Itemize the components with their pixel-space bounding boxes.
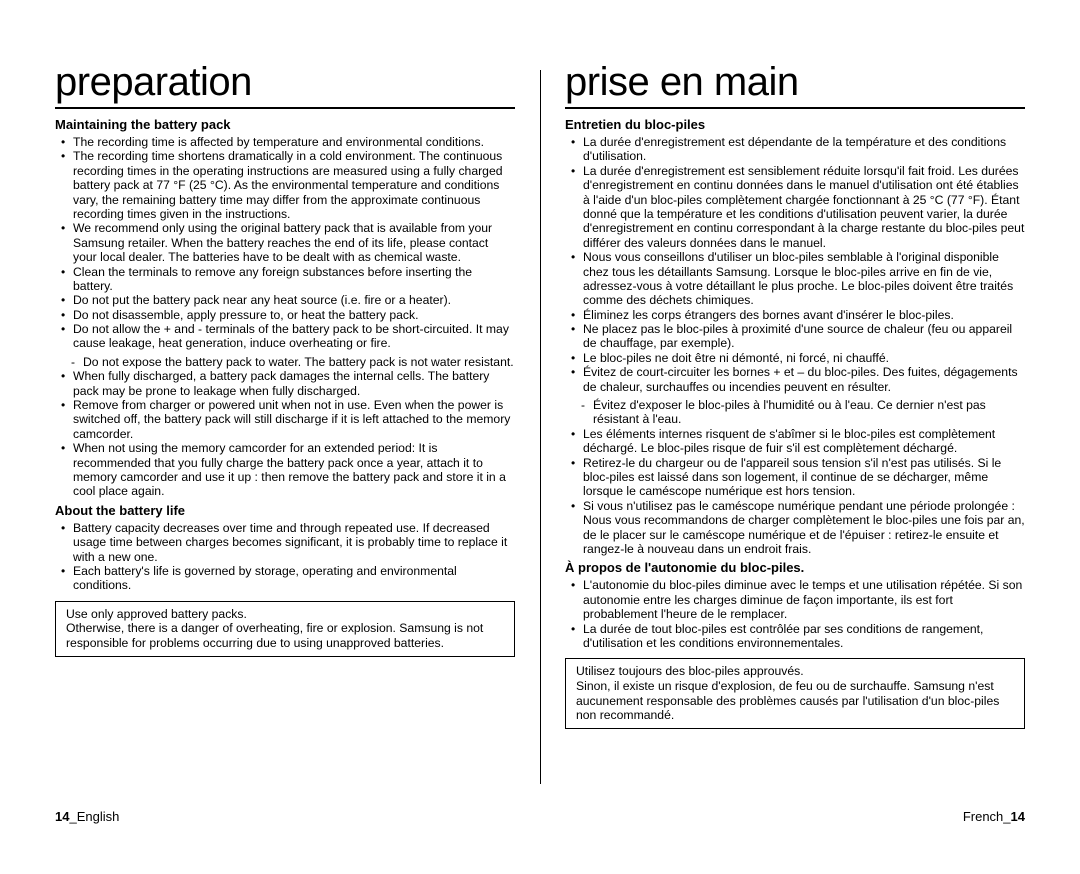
list-item: Les éléments internes risquent de s'abîm… [565,427,1025,456]
footer-lang-fr: French [963,809,1003,824]
list-item: Do not expose the battery pack to water.… [55,355,515,369]
list-item: La durée de tout bloc-piles est contrôlé… [565,622,1025,651]
list-item: L'autonomie du bloc-piles diminue avec l… [565,578,1025,621]
list-item: When fully discharged, a battery pack da… [55,369,515,398]
list-item: Clean the terminals to remove any foreig… [55,265,515,294]
maintaining-sublist: Do not expose the battery pack to water.… [55,355,515,369]
list-item: Remove from charger or powered unit when… [55,398,515,441]
list-item: Évitez de court-circuiter les bornes + e… [565,365,1025,394]
page-number-en: 14 [55,809,69,824]
manual-page: preparation Maintaining the battery pack… [0,0,1080,874]
entretien-sublist: Évitez d'exposer le bloc-piles à l'humid… [565,398,1025,427]
list-item: When not using the memory camcorder for … [55,441,515,499]
maintaining-list: The recording time is affected by temper… [55,135,515,351]
list-item: Do not disassemble, apply pressure to, o… [55,308,515,322]
maintaining-list-cont: When fully discharged, a battery pack da… [55,369,515,499]
page-title-en: preparation [55,60,515,109]
list-item: Each battery's life is governed by stora… [55,564,515,593]
warning-box-en: Use only approved battery packs. Otherwi… [55,601,515,657]
entretien-list-cont: Les éléments internes risquent de s'abîm… [565,427,1025,557]
list-item: La durée d'enregistrement est dépendante… [565,135,1025,164]
list-item: The recording time is affected by temper… [55,135,515,149]
section-maintaining-head: Maintaining the battery pack [55,117,515,132]
batterylife-list: Battery capacity decreases over time and… [55,521,515,593]
list-item: Battery capacity decreases over time and… [55,521,515,564]
list-item: Ne placez pas le bloc-piles à proximité … [565,322,1025,351]
list-item: Si vous n'utilisez pas le caméscope numé… [565,499,1025,557]
footer-left: 14_English [55,809,119,824]
warning-box-fr: Utilisez toujours des bloc-piles approuv… [565,658,1025,729]
right-column-french: prise en main Entretien du bloc-piles La… [540,60,1050,854]
list-item: Éliminez les corps étrangers des bornes … [565,308,1025,322]
autonomie-list: L'autonomie du bloc-piles diminue avec l… [565,578,1025,650]
list-item: The recording time shortens dramatically… [55,149,515,221]
list-item: Do not allow the + and - terminals of th… [55,322,515,351]
page-number-fr: 14 [1011,809,1025,824]
entretien-list: La durée d'enregistrement est dépendante… [565,135,1025,394]
list-item: Nous vous conseillons d'utiliser un bloc… [565,250,1025,308]
page-title-fr: prise en main [565,60,1025,109]
section-autonomie-head: À propos de l'autonomie du bloc-piles. [565,560,1025,575]
list-item: La durée d'enregistrement est sensibleme… [565,164,1025,250]
list-item: We recommend only using the original bat… [55,221,515,264]
section-batterylife-head: About the battery life [55,503,515,518]
page-lang-fr: _ [1003,809,1010,824]
footer-right: French_14 [963,809,1025,824]
list-item: Évitez d'exposer le bloc-piles à l'humid… [565,398,1025,427]
list-item: Le bloc-piles ne doit être ni démonté, n… [565,351,1025,365]
section-entretien-head: Entretien du bloc-piles [565,117,1025,132]
footer-lang-en: English [77,809,120,824]
list-item: Retirez-le du chargeur ou de l'appareil … [565,456,1025,499]
list-item: Do not put the battery pack near any hea… [55,293,515,307]
page-lang-en: _ [69,809,76,824]
left-column-english: preparation Maintaining the battery pack… [30,60,540,854]
